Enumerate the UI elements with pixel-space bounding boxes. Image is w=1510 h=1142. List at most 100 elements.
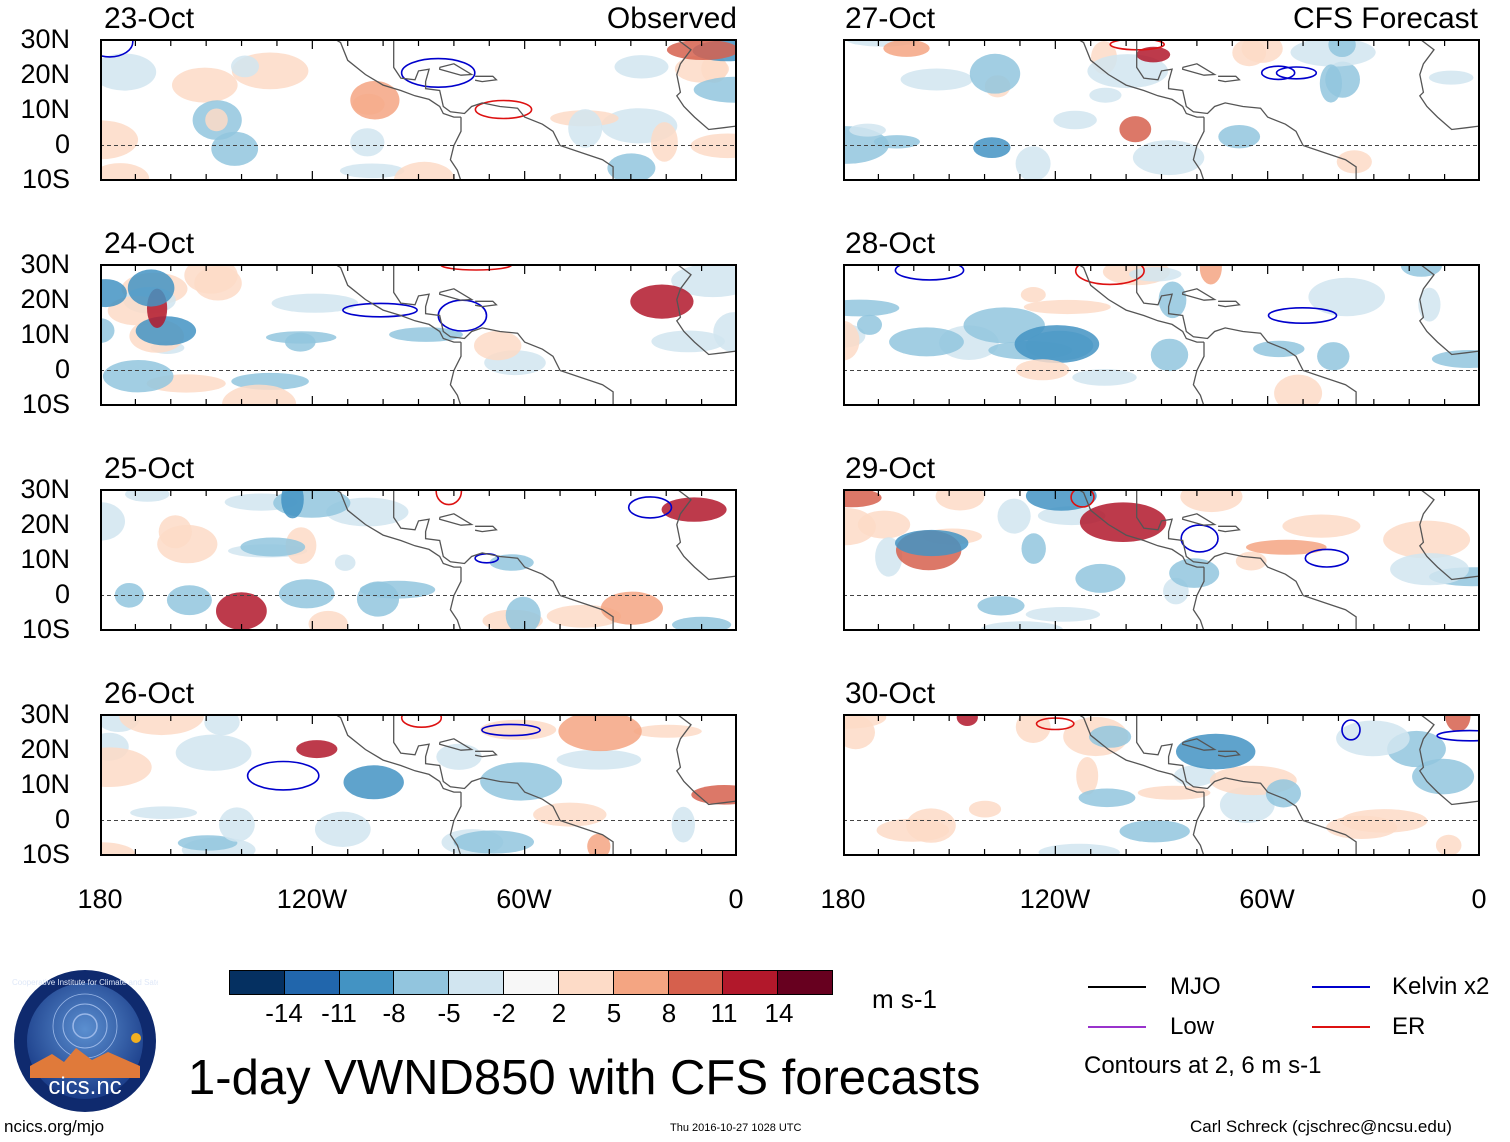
wind-anomaly-blob <box>857 314 882 335</box>
x-tick-label: 120W <box>1019 884 1091 914</box>
coastline <box>449 117 462 179</box>
panel-date-label: 24-Oct <box>104 227 195 260</box>
wind-anomaly-blob <box>125 491 170 502</box>
contour-line <box>1275 66 1318 80</box>
wind-anomaly-blob <box>556 749 642 770</box>
footer-author: Carl Schreck (cjschrec@ncsu.edu) <box>1190 1117 1452 1136</box>
wind-anomaly-blob <box>1025 607 1101 622</box>
legend-line-kelvin <box>1312 986 1370 988</box>
wind-anomaly-blob <box>278 579 335 609</box>
wind-anomaly-blob <box>607 153 656 179</box>
coastline <box>449 792 462 854</box>
wind-anomaly-blob <box>1075 563 1126 593</box>
wind-anomaly-blob <box>997 498 1031 534</box>
colorbar-cell <box>394 970 450 995</box>
panel-date-label: 27-Oct <box>845 2 936 35</box>
map-panel <box>843 489 1480 631</box>
coastline <box>474 300 498 308</box>
colorbar-cell <box>339 970 395 995</box>
wind-anomaly-blob <box>1428 70 1474 85</box>
wind-anomaly-blob <box>889 327 964 357</box>
wind-anomaly-blob <box>1020 287 1046 303</box>
wind-anomaly-blob <box>102 360 174 393</box>
panel-date-label: 25-Oct <box>104 452 195 485</box>
wind-anomaly-blob <box>296 740 338 759</box>
colorbar-cell <box>284 970 340 995</box>
y-tick-label: 10N <box>20 94 70 124</box>
wind-anomaly-blob <box>102 53 157 91</box>
wind-anomaly-blob <box>266 331 337 344</box>
coastline <box>393 41 614 179</box>
wind-anomaly-blob <box>1015 146 1051 179</box>
wind-anomaly-blob <box>1336 150 1372 174</box>
legend-label-low: Low <box>1170 1013 1215 1040</box>
wind-anomaly-blob <box>1253 340 1305 358</box>
wind-anomaly-blob <box>175 734 252 771</box>
wind-anomaly-blob <box>314 811 371 847</box>
wind-anomaly-blob <box>845 491 882 508</box>
coastline <box>1079 716 1204 793</box>
y-tick-label: 30N <box>20 249 70 279</box>
wind-anomaly-blob <box>1137 785 1211 800</box>
wind-anomaly-blob <box>568 109 603 148</box>
wind-anomaly-blob <box>343 765 404 800</box>
wind-anomaly-blob <box>875 537 903 577</box>
wind-anomaly-blob <box>1199 266 1222 285</box>
colorbar-cell <box>229 970 285 995</box>
coastline <box>1418 41 1478 131</box>
wind-anomaly-blob <box>222 384 297 404</box>
coastline <box>336 491 461 568</box>
contour-line <box>400 716 443 728</box>
coastline <box>1136 716 1357 854</box>
wind-anomaly-blob <box>1158 281 1187 319</box>
wind-anomaly-blob <box>489 554 534 571</box>
contour-line <box>1436 729 1478 742</box>
contour-line <box>435 491 463 506</box>
wind-anomaly-blob <box>876 818 949 842</box>
wind-anomaly-blob <box>1176 733 1256 770</box>
wind-anomaly-blob <box>1326 815 1398 839</box>
legend-label-kelvin: Kelvin x2 <box>1392 973 1490 1000</box>
wind-anomaly-blob <box>600 591 663 625</box>
wind-anomaly-blob <box>172 67 238 103</box>
coastline <box>449 342 462 404</box>
y-tick-label: 10N <box>20 544 70 574</box>
wind-anomaly-blob <box>436 743 482 770</box>
footer-url[interactable]: ncics.org/mjo <box>4 1117 105 1136</box>
colorbar-cell <box>504 970 559 995</box>
y-tick-label: 20N <box>20 734 70 764</box>
wind-anomaly-blob <box>393 161 455 179</box>
map-panel <box>100 39 737 181</box>
wind-anomaly-blob <box>895 529 969 557</box>
wind-anomaly-blob <box>271 293 359 313</box>
wind-anomaly-blob <box>1246 539 1327 555</box>
coastline <box>1192 567 1205 629</box>
wind-anomaly-blob <box>713 312 735 353</box>
wind-anomaly-blob <box>671 266 735 298</box>
wind-anomaly-blob <box>1079 502 1167 542</box>
wind-anomaly-blob <box>1418 287 1441 322</box>
contour-line <box>1341 719 1361 741</box>
wind-anomaly-blob <box>1119 116 1152 143</box>
wind-anomaly-blob <box>1132 140 1205 176</box>
coastline <box>336 41 461 118</box>
y-tick-label: 10S <box>21 614 70 644</box>
wind-anomaly-blob <box>1265 779 1301 808</box>
wind-anomaly-blob <box>1053 110 1097 130</box>
wind-anomaly-blob <box>1235 551 1267 571</box>
colorbar-tick: -5 <box>437 998 461 1028</box>
panel-date-label: 30-Oct <box>845 677 936 710</box>
contour-line <box>481 723 541 737</box>
coastline <box>439 288 474 301</box>
wind-anomaly-blob <box>651 330 725 353</box>
wind-anomaly-blob <box>135 316 197 346</box>
wind-anomaly-blob <box>666 41 735 60</box>
colorbar-cell <box>558 970 614 995</box>
wind-anomaly-blob <box>1076 757 1099 795</box>
coastline <box>1217 750 1241 758</box>
coastline <box>1136 41 1357 179</box>
contour-line <box>1267 306 1338 324</box>
contour-line <box>894 266 965 281</box>
contour-line <box>246 760 320 791</box>
wind-anomaly-blob <box>1119 820 1190 843</box>
